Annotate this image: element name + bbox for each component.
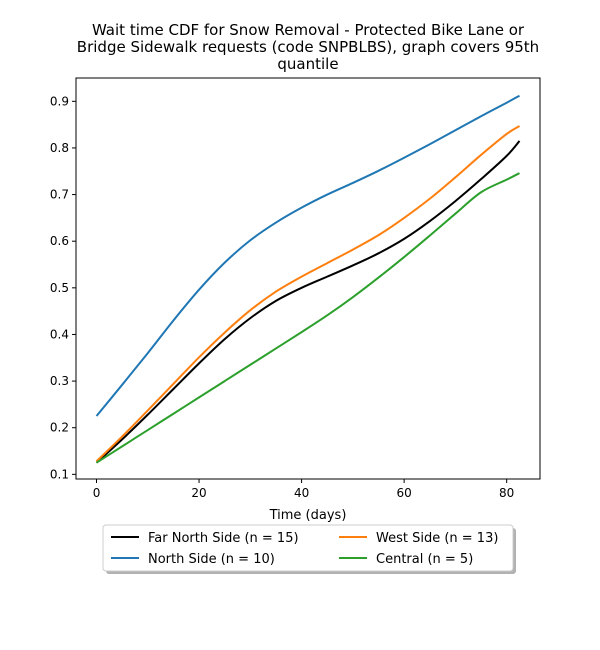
series-line-north-side — [95, 94, 520, 417]
chart-title-line: quantile — [277, 55, 338, 73]
legend: Far North Side (n = 15) North Side (n = 1… — [102, 524, 516, 574]
y-tick-label: 0.7 — [50, 188, 69, 202]
legend-label-central: Central (n = 5) — [376, 552, 473, 567]
legend-label-far-north-side: Far North Side (n = 15) — [148, 531, 299, 546]
x-tick-label: 80 — [499, 486, 514, 500]
legend-box — [102, 524, 514, 572]
x-tick-label: 0 — [93, 486, 101, 500]
y-axis: 0.1 0.2 0.3 0.4 0.5 0.6 0.7 0.8 0.9 — [50, 94, 76, 481]
x-tick-label: 40 — [294, 486, 309, 500]
chart-title-line: Bridge Sidewalk requests (code SNPBLBS),… — [77, 38, 539, 56]
series-lines — [95, 94, 521, 464]
y-tick-label: 0.3 — [50, 374, 69, 388]
x-tick-label: 20 — [191, 486, 206, 500]
chart-title: Wait time CDF for Snow Removal - Protect… — [77, 21, 539, 73]
series-line-far-north-side — [95, 140, 521, 464]
y-tick-label: 0.9 — [50, 94, 69, 108]
x-axis-label: Time (days) — [269, 508, 347, 523]
series-line-west-side — [95, 125, 521, 462]
chart-title-line: Wait time CDF for Snow Removal - Protect… — [92, 21, 525, 39]
y-tick-label: 0.8 — [50, 141, 69, 155]
y-tick-label: 0.5 — [50, 281, 69, 295]
legend-label-west-side: West Side (n = 13) — [376, 531, 498, 546]
plot-frame — [75, 77, 541, 480]
legend-label-north-side: North Side (n = 10) — [148, 552, 275, 567]
x-tick-label: 60 — [396, 486, 411, 500]
x-axis: 0 20 40 60 80 — [93, 479, 514, 500]
series-line-central — [95, 172, 520, 464]
y-tick-label: 0.6 — [50, 234, 69, 248]
plot-area — [75, 77, 541, 480]
y-tick-label: 0.2 — [50, 421, 69, 435]
y-tick-label: 0.1 — [50, 467, 69, 481]
y-tick-label: 0.4 — [50, 327, 69, 341]
